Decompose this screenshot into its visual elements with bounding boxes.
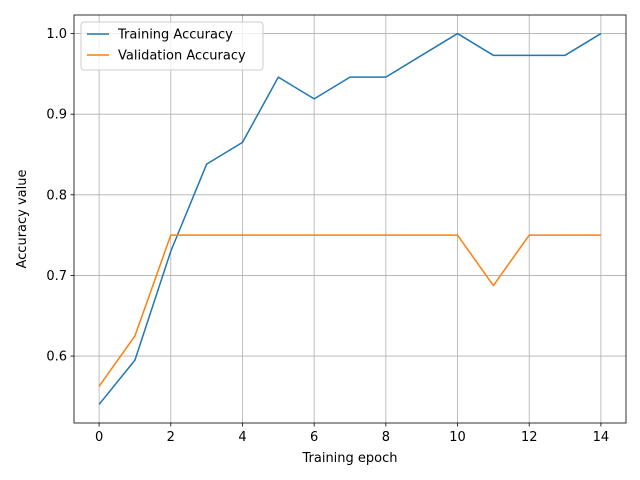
y-tick-label: 0.8: [46, 188, 67, 203]
y-tick-label: 0.6: [46, 350, 67, 365]
validation-accuracy-line: [98, 234, 601, 387]
legend-label-training: Training Accuracy: [117, 28, 233, 43]
legend-label-validation: Validation Accuracy: [118, 49, 246, 64]
plot-frame: [73, 14, 627, 424]
x-axis-label: Training epoch: [301, 451, 397, 466]
series-lines: [98, 32, 602, 405]
legend: Training Accuracy Validation Accuracy: [80, 21, 264, 71]
x-tick-label: 12: [521, 430, 538, 445]
legend-box: [80, 21, 264, 71]
grid: [74, 15, 626, 423]
x-tick-label: 6: [310, 430, 318, 445]
x-tick-label: 4: [238, 430, 246, 445]
y-tick-label: 1.0: [46, 27, 67, 42]
y-tick-label: 0.9: [46, 108, 67, 123]
y-tick-label: 0.7: [46, 269, 67, 284]
training-accuracy-line: [98, 32, 602, 405]
x-tick-label: 10: [449, 430, 466, 445]
x-tick-label: 14: [593, 430, 610, 445]
x-tick-label: 2: [167, 430, 175, 445]
y-axis-label: Accuracy value: [15, 170, 30, 269]
axis-ticks: 0 2 4 6 8 10 12 14 0.6 0.7 0.8 0.9 1.0: [46, 27, 609, 445]
x-tick-label: 8: [382, 430, 390, 445]
x-tick-label: 0: [95, 430, 103, 445]
